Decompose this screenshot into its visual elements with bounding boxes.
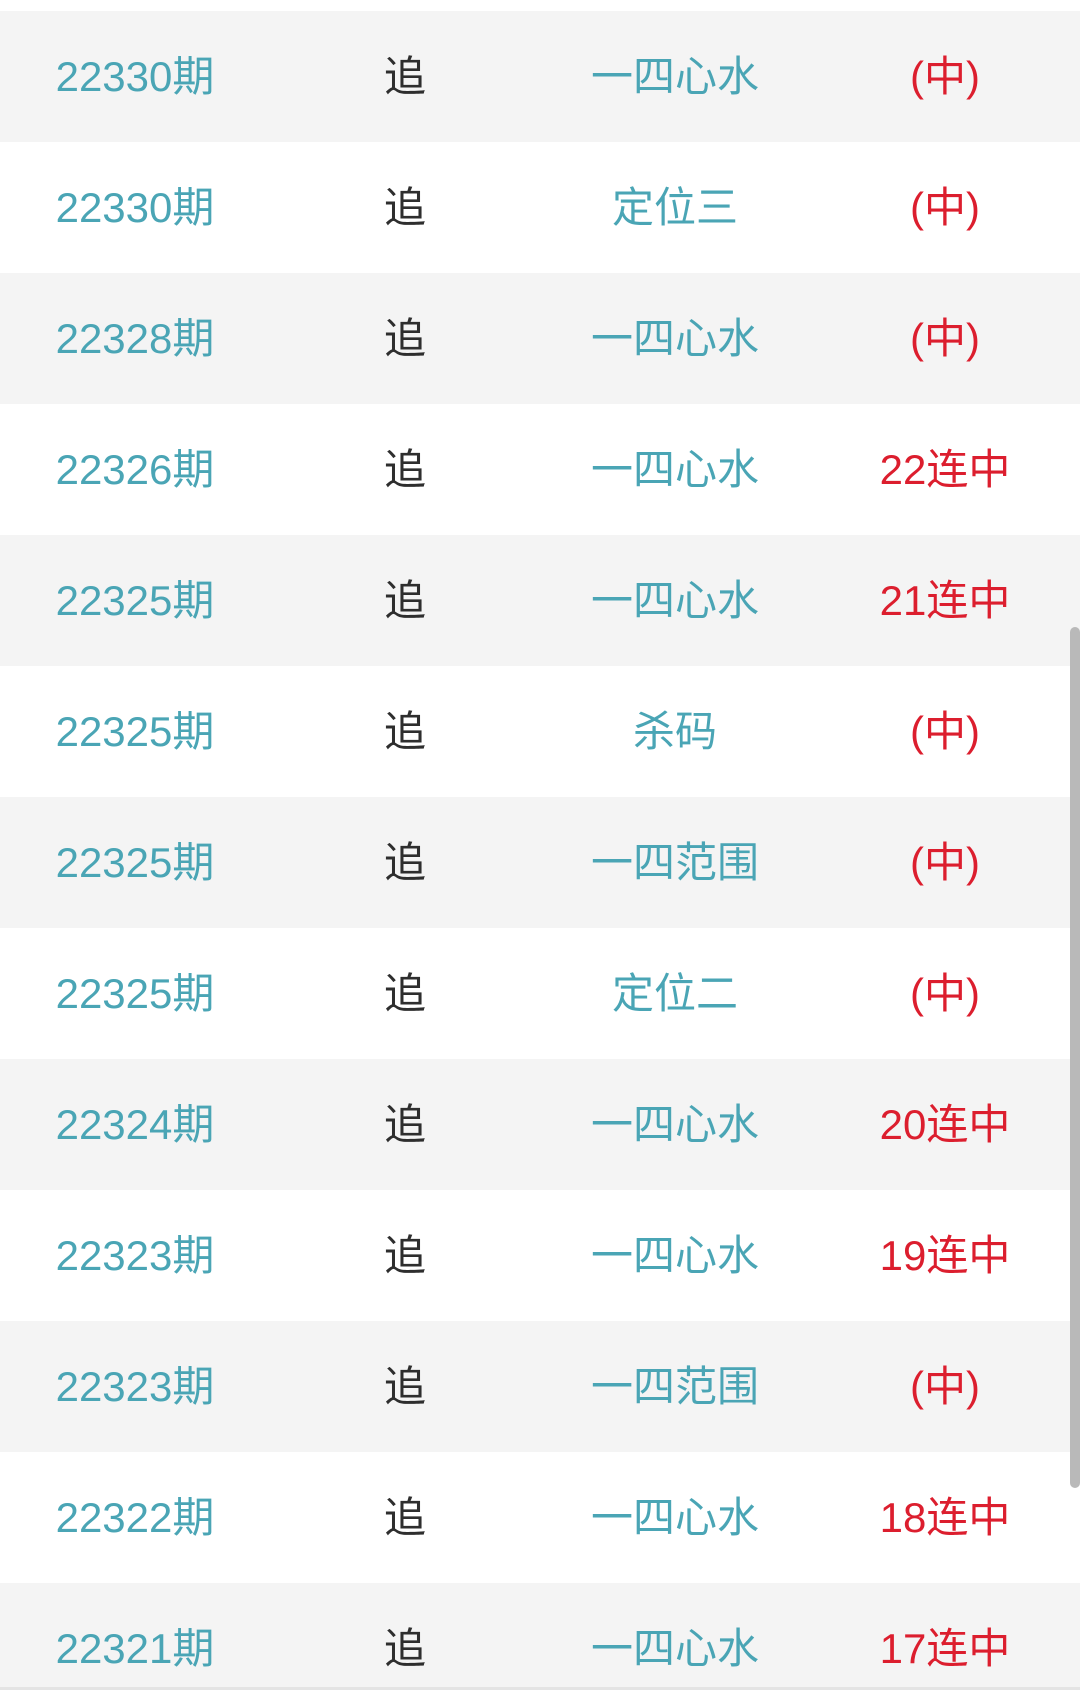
record-row[interactable]: 22326期 追 一四心水 22连中: [0, 404, 1080, 535]
play-label: 一四心水: [590, 1624, 759, 1672]
record-row[interactable]: 22321期 追 一四心水 17连中: [0, 1583, 1080, 1698]
record-row[interactable]: 22325期 追 一四心水 21连中: [0, 535, 1080, 666]
top-spacer: [0, 0, 1080, 11]
action-label: 追: [383, 1362, 426, 1410]
action-label: 追: [383, 445, 426, 493]
record-row[interactable]: 22325期 追 定位二 (中): [0, 928, 1080, 1059]
result-label: 17连中: [879, 1624, 1011, 1672]
result-label: 22连中: [879, 445, 1011, 493]
result-label: 21连中: [879, 576, 1011, 624]
action-label: 追: [383, 314, 426, 362]
record-row[interactable]: 22324期 追 一四心水 20连中: [0, 1059, 1080, 1190]
period-label: 22330期: [55, 183, 215, 231]
records-list: 22330期 追 一四心水 (中) 22330期 追 定位三 (中) 22328…: [0, 11, 1080, 1698]
record-row[interactable]: 22325期 追 一四范围 (中): [0, 797, 1080, 928]
play-label: 一四心水: [590, 445, 759, 493]
play-label: 杀码: [632, 707, 717, 755]
play-label: 一四心水: [590, 576, 759, 624]
period-label: 22328期: [55, 314, 215, 362]
record-row[interactable]: 22330期 追 定位三 (中): [0, 142, 1080, 273]
play-label: 定位二: [611, 969, 738, 1017]
action-label: 追: [383, 838, 426, 886]
play-label: 一四心水: [590, 1493, 759, 1541]
play-label: 一四范围: [590, 1362, 759, 1410]
result-label: 19连中: [879, 1231, 1011, 1279]
play-label: 一四范围: [590, 838, 759, 886]
result-label: (中): [910, 314, 980, 362]
action-label: 追: [383, 1624, 426, 1672]
play-label: 一四心水: [590, 52, 759, 100]
play-label: 一四心水: [590, 1231, 759, 1279]
action-label: 追: [383, 707, 426, 755]
result-label: (中): [910, 707, 980, 755]
period-label: 22326期: [55, 445, 215, 493]
action-label: 追: [383, 1231, 426, 1279]
result-label: (中): [910, 969, 980, 1017]
action-label: 追: [383, 183, 426, 231]
play-label: 定位三: [611, 183, 738, 231]
play-label: 一四心水: [590, 314, 759, 362]
period-label: 22325期: [55, 969, 215, 1017]
period-label: 22330期: [55, 52, 215, 100]
action-label: 追: [383, 1100, 426, 1148]
period-label: 22323期: [55, 1362, 215, 1410]
period-label: 22324期: [55, 1100, 215, 1148]
record-row[interactable]: 22323期 追 一四范围 (中): [0, 1321, 1080, 1452]
action-label: 追: [383, 52, 426, 100]
record-row[interactable]: 22323期 追 一四心水 19连中: [0, 1190, 1080, 1321]
period-label: 22325期: [55, 576, 215, 624]
action-label: 追: [383, 969, 426, 1017]
result-label: 18连中: [879, 1493, 1011, 1541]
action-label: 追: [383, 1493, 426, 1541]
bottom-panel: [0, 1687, 1080, 1698]
action-label: 追: [383, 576, 426, 624]
period-label: 22325期: [55, 838, 215, 886]
scrollbar-thumb[interactable]: [1070, 627, 1080, 1488]
play-label: 一四心水: [590, 1100, 759, 1148]
result-label: 20连中: [879, 1100, 1011, 1148]
period-label: 22322期: [55, 1493, 215, 1541]
result-label: (中): [910, 183, 980, 231]
period-label: 22325期: [55, 707, 215, 755]
result-label: (中): [910, 1362, 980, 1410]
record-row[interactable]: 22325期 追 杀码 (中): [0, 666, 1080, 797]
result-label: (中): [910, 52, 980, 100]
record-row[interactable]: 22328期 追 一四心水 (中): [0, 273, 1080, 404]
record-row[interactable]: 22330期 追 一四心水 (中): [0, 11, 1080, 142]
period-label: 22323期: [55, 1231, 215, 1279]
record-row[interactable]: 22322期 追 一四心水 18连中: [0, 1452, 1080, 1583]
period-label: 22321期: [55, 1624, 215, 1672]
result-label: (中): [910, 838, 980, 886]
